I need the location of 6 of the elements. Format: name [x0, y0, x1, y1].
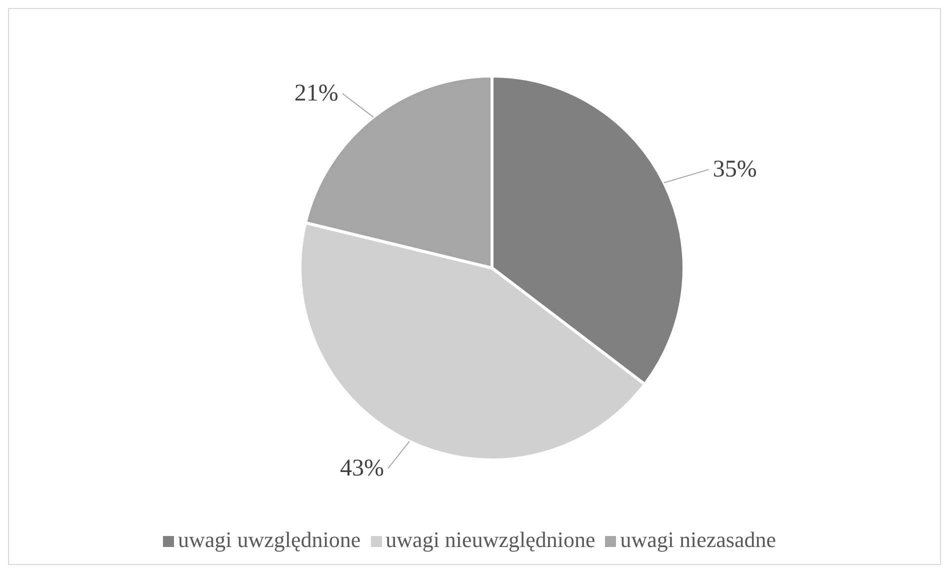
legend-label: uwagi uwzględnione	[178, 527, 361, 552]
legend-label: uwagi niezasadne	[620, 527, 776, 552]
data-label: 43%	[340, 455, 384, 482]
data-label: 21%	[294, 80, 338, 106]
legend-label: uwagi nieuwzględnione	[386, 527, 596, 552]
data-label: 35%	[712, 156, 757, 182]
